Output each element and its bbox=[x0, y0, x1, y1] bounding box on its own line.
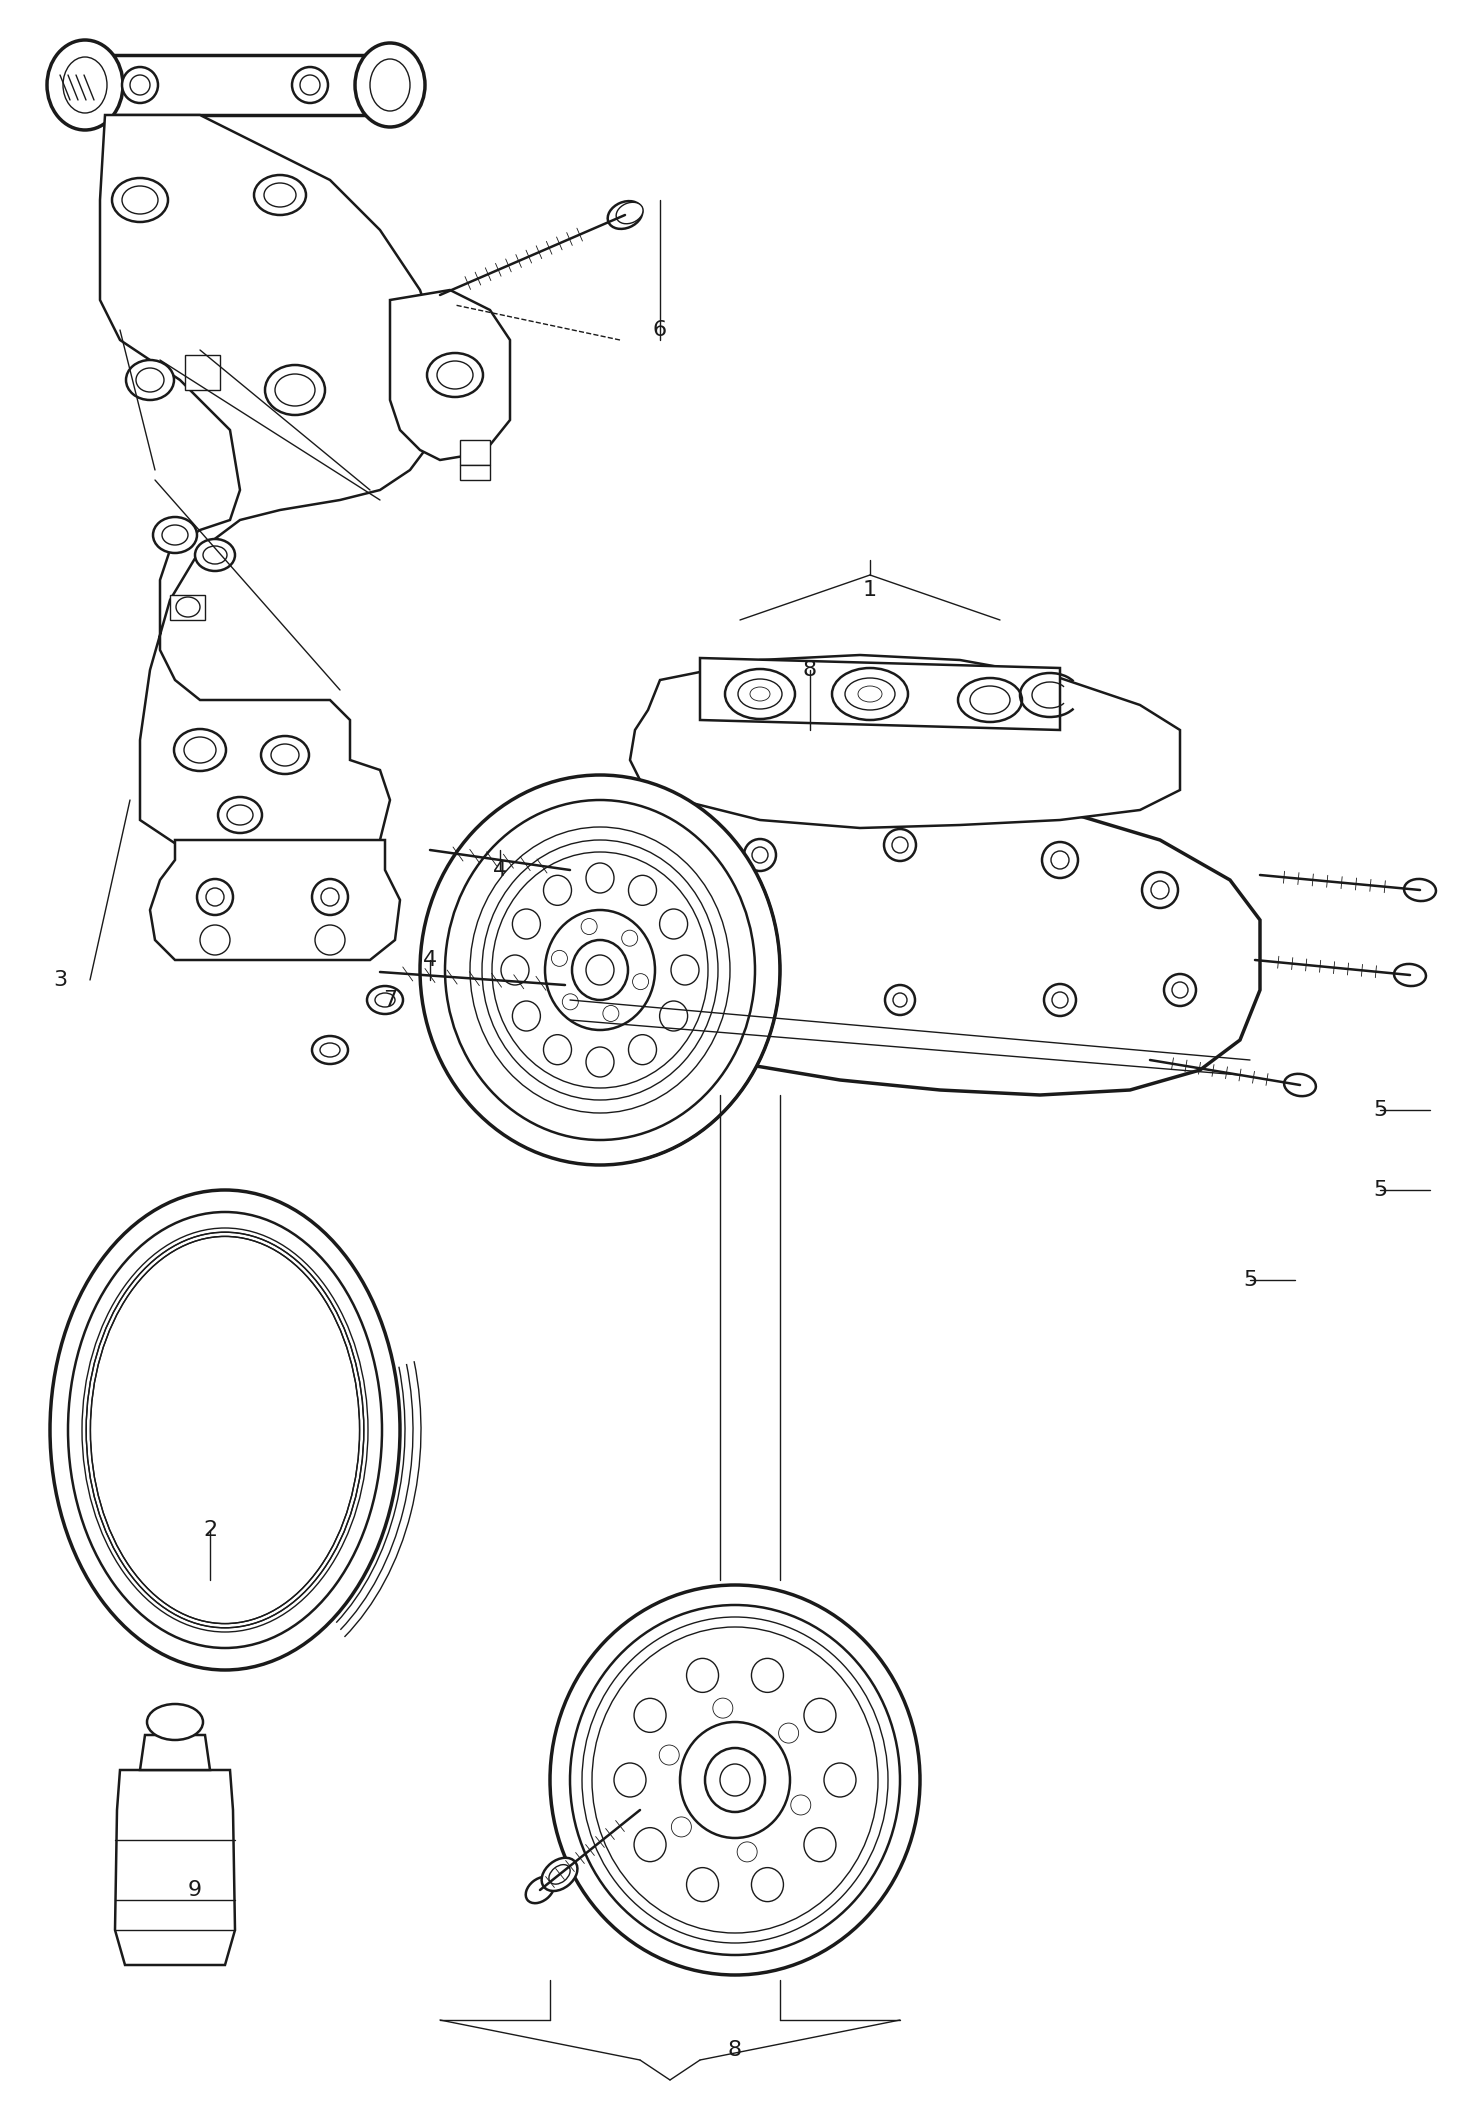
Text: 1: 1 bbox=[863, 580, 876, 601]
Circle shape bbox=[1044, 983, 1075, 1017]
Ellipse shape bbox=[420, 775, 781, 1164]
Polygon shape bbox=[555, 777, 1259, 1095]
Ellipse shape bbox=[549, 1584, 921, 1975]
Polygon shape bbox=[390, 290, 510, 460]
Ellipse shape bbox=[427, 353, 483, 397]
Polygon shape bbox=[169, 595, 205, 620]
Text: 7: 7 bbox=[383, 990, 398, 1011]
Ellipse shape bbox=[1404, 878, 1436, 901]
Polygon shape bbox=[85, 55, 390, 116]
Circle shape bbox=[885, 985, 915, 1015]
Ellipse shape bbox=[174, 729, 225, 771]
Ellipse shape bbox=[112, 179, 168, 223]
Polygon shape bbox=[460, 439, 491, 464]
Circle shape bbox=[706, 971, 735, 1000]
Polygon shape bbox=[150, 840, 401, 960]
Ellipse shape bbox=[555, 859, 583, 880]
Ellipse shape bbox=[452, 952, 479, 969]
Text: 5: 5 bbox=[1373, 1101, 1388, 1120]
Circle shape bbox=[122, 67, 158, 103]
Ellipse shape bbox=[1284, 1074, 1315, 1097]
Ellipse shape bbox=[265, 366, 326, 416]
Polygon shape bbox=[100, 116, 440, 870]
Polygon shape bbox=[630, 656, 1180, 828]
Circle shape bbox=[1041, 843, 1078, 878]
Circle shape bbox=[622, 853, 658, 889]
Text: 5: 5 bbox=[1243, 1269, 1256, 1290]
Ellipse shape bbox=[218, 796, 262, 832]
Ellipse shape bbox=[367, 985, 404, 1015]
Polygon shape bbox=[140, 1735, 211, 1769]
Circle shape bbox=[604, 943, 636, 977]
Circle shape bbox=[744, 838, 776, 872]
Ellipse shape bbox=[957, 679, 1022, 723]
Ellipse shape bbox=[551, 975, 579, 996]
Text: 4: 4 bbox=[493, 859, 507, 880]
Ellipse shape bbox=[153, 517, 197, 553]
Polygon shape bbox=[460, 464, 491, 479]
Text: 4: 4 bbox=[423, 950, 437, 971]
Ellipse shape bbox=[608, 202, 642, 229]
Circle shape bbox=[884, 830, 916, 861]
Ellipse shape bbox=[355, 42, 426, 126]
Circle shape bbox=[200, 924, 230, 956]
Text: 2: 2 bbox=[203, 1519, 217, 1540]
Ellipse shape bbox=[312, 1036, 348, 1063]
Ellipse shape bbox=[542, 1857, 577, 1891]
Circle shape bbox=[1164, 975, 1196, 1006]
Ellipse shape bbox=[832, 668, 907, 721]
Circle shape bbox=[315, 924, 345, 956]
Circle shape bbox=[1142, 872, 1178, 908]
Ellipse shape bbox=[147, 1704, 203, 1740]
Text: 9: 9 bbox=[189, 1880, 202, 1899]
Text: 8: 8 bbox=[728, 2040, 742, 2059]
Ellipse shape bbox=[526, 1876, 554, 1904]
Ellipse shape bbox=[127, 359, 174, 399]
Ellipse shape bbox=[725, 668, 795, 719]
Polygon shape bbox=[700, 658, 1061, 729]
Ellipse shape bbox=[47, 40, 124, 130]
Ellipse shape bbox=[253, 174, 306, 214]
Circle shape bbox=[292, 67, 328, 103]
Text: 8: 8 bbox=[803, 660, 818, 681]
Polygon shape bbox=[186, 355, 219, 391]
Ellipse shape bbox=[261, 735, 309, 773]
Text: 3: 3 bbox=[53, 971, 68, 990]
Polygon shape bbox=[115, 1769, 236, 1964]
Ellipse shape bbox=[488, 832, 513, 849]
Ellipse shape bbox=[616, 202, 644, 223]
Circle shape bbox=[312, 878, 348, 916]
Ellipse shape bbox=[1393, 964, 1426, 985]
Text: 5: 5 bbox=[1373, 1181, 1388, 1200]
Ellipse shape bbox=[194, 540, 236, 571]
Circle shape bbox=[197, 878, 233, 916]
Text: 6: 6 bbox=[653, 319, 667, 340]
